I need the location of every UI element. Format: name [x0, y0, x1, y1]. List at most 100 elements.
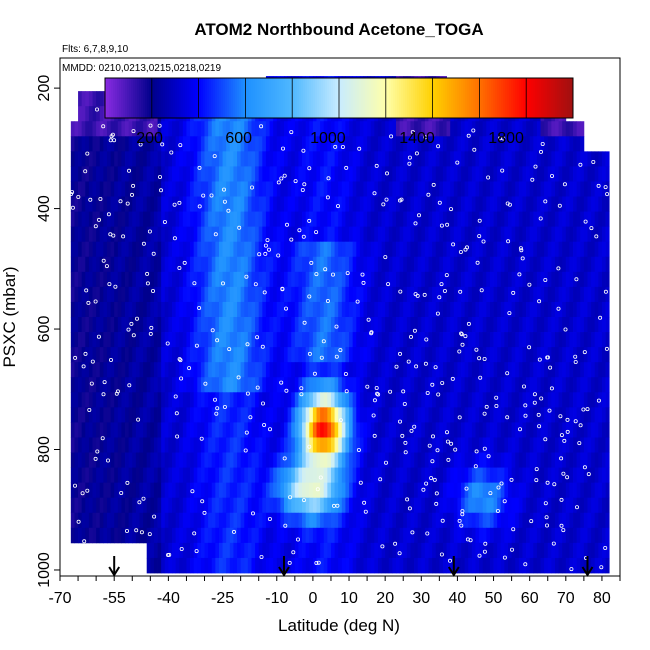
heatmap-cell	[121, 422, 126, 438]
sample-point	[98, 196, 103, 201]
heatmap-cell	[125, 347, 130, 363]
heatmap-cell	[273, 422, 278, 438]
heatmap-cell	[461, 256, 466, 273]
heatmap-cell	[381, 377, 386, 393]
heatmap-cell	[526, 527, 531, 544]
heatmap-cell	[493, 136, 498, 152]
heatmap-cell	[396, 557, 401, 574]
heatmap-cell	[320, 211, 325, 228]
heatmap-cell	[338, 317, 343, 333]
heatmap-cell	[493, 497, 498, 514]
heatmap-cell	[316, 527, 321, 544]
heatmap-cell	[85, 362, 90, 378]
heatmap-cell	[442, 317, 447, 333]
heatmap-cell	[554, 407, 559, 423]
heatmap-cell	[356, 151, 361, 167]
heatmap-cell	[78, 271, 83, 288]
heatmap-cell	[316, 181, 321, 197]
heatmap-cell	[327, 527, 332, 544]
heatmap-cell	[591, 301, 596, 318]
heatmap-cell	[594, 347, 599, 363]
heatmap-cell	[114, 527, 119, 544]
sample-point	[440, 518, 445, 523]
heatmap-cell	[92, 151, 97, 167]
sample-point	[436, 144, 441, 149]
heatmap-cell	[99, 362, 104, 378]
heatmap-cell	[276, 467, 281, 484]
heatmap-cell	[74, 286, 79, 303]
heatmap-cell	[450, 286, 455, 303]
heatmap-cell	[518, 392, 523, 408]
heatmap-cell	[74, 497, 79, 514]
heatmap-cell	[341, 377, 346, 393]
heatmap-cell	[598, 181, 603, 197]
heatmap-cell	[172, 467, 177, 484]
heatmap-cell	[522, 211, 527, 228]
heatmap-cell	[536, 437, 541, 453]
heatmap-cell	[526, 301, 531, 318]
heatmap-cell	[583, 392, 588, 408]
heatmap-cell	[125, 482, 130, 499]
heatmap-cell	[164, 271, 169, 288]
heatmap-cell	[70, 497, 75, 514]
heatmap-cell	[128, 151, 133, 167]
heatmap-cell	[291, 362, 296, 378]
heatmap-cell	[421, 452, 426, 468]
heatmap-cell	[233, 497, 238, 514]
heatmap-cell	[186, 527, 191, 544]
heatmap-cell	[367, 557, 372, 574]
heatmap-cell	[244, 422, 249, 438]
heatmap-cell	[435, 407, 440, 423]
heatmap-cell	[128, 482, 133, 499]
heatmap-cell	[106, 512, 111, 529]
heatmap-cell	[493, 407, 498, 423]
heatmap-cell	[298, 467, 303, 484]
heatmap-cell	[117, 512, 122, 529]
heatmap-cell	[424, 377, 429, 393]
heatmap-cell	[392, 497, 397, 514]
heatmap-cell	[211, 226, 216, 243]
heatmap-cell	[377, 557, 382, 574]
heatmap-cell	[218, 256, 223, 273]
heatmap-cell	[175, 512, 180, 529]
heatmap-cell	[302, 241, 307, 258]
heatmap-cell	[175, 527, 180, 544]
heatmap-cell	[229, 241, 234, 258]
heatmap-cell	[359, 407, 364, 423]
heatmap-cell	[475, 317, 480, 333]
heatmap-cell	[450, 362, 455, 378]
heatmap-cell	[226, 437, 231, 453]
heatmap-cell	[583, 347, 588, 363]
heatmap-cell	[533, 377, 538, 393]
heatmap-cell	[186, 392, 191, 408]
heatmap-cell	[106, 392, 111, 408]
heatmap-cell	[341, 362, 346, 378]
heatmap-cell	[511, 497, 516, 514]
sample-point	[244, 274, 249, 279]
heatmap-cell	[338, 151, 343, 167]
heatmap-cell	[352, 332, 357, 348]
heatmap-cell	[432, 226, 437, 243]
heatmap-cell	[468, 377, 473, 393]
heatmap-cell	[117, 527, 122, 544]
heatmap-cell	[497, 317, 502, 333]
heatmap-cell	[186, 301, 191, 318]
heatmap-cell	[305, 136, 310, 152]
heatmap-cell	[475, 211, 480, 228]
heatmap-cell	[439, 271, 444, 288]
heatmap-cell	[172, 226, 177, 243]
heatmap-cell	[139, 241, 144, 258]
heatmap-cell	[276, 121, 281, 137]
heatmap-cell	[273, 437, 278, 453]
heatmap-cell	[533, 467, 538, 484]
heatmap-cell	[106, 256, 111, 273]
heatmap-cell	[428, 347, 433, 363]
heatmap-cell	[85, 226, 90, 243]
heatmap-cell	[215, 467, 220, 484]
heatmap-cell	[421, 121, 426, 137]
heatmap-cell	[508, 196, 513, 212]
heatmap-cell	[247, 482, 252, 499]
heatmap-cell	[237, 151, 242, 167]
heatmap-cell	[153, 121, 158, 137]
heatmap-cell	[551, 151, 556, 167]
